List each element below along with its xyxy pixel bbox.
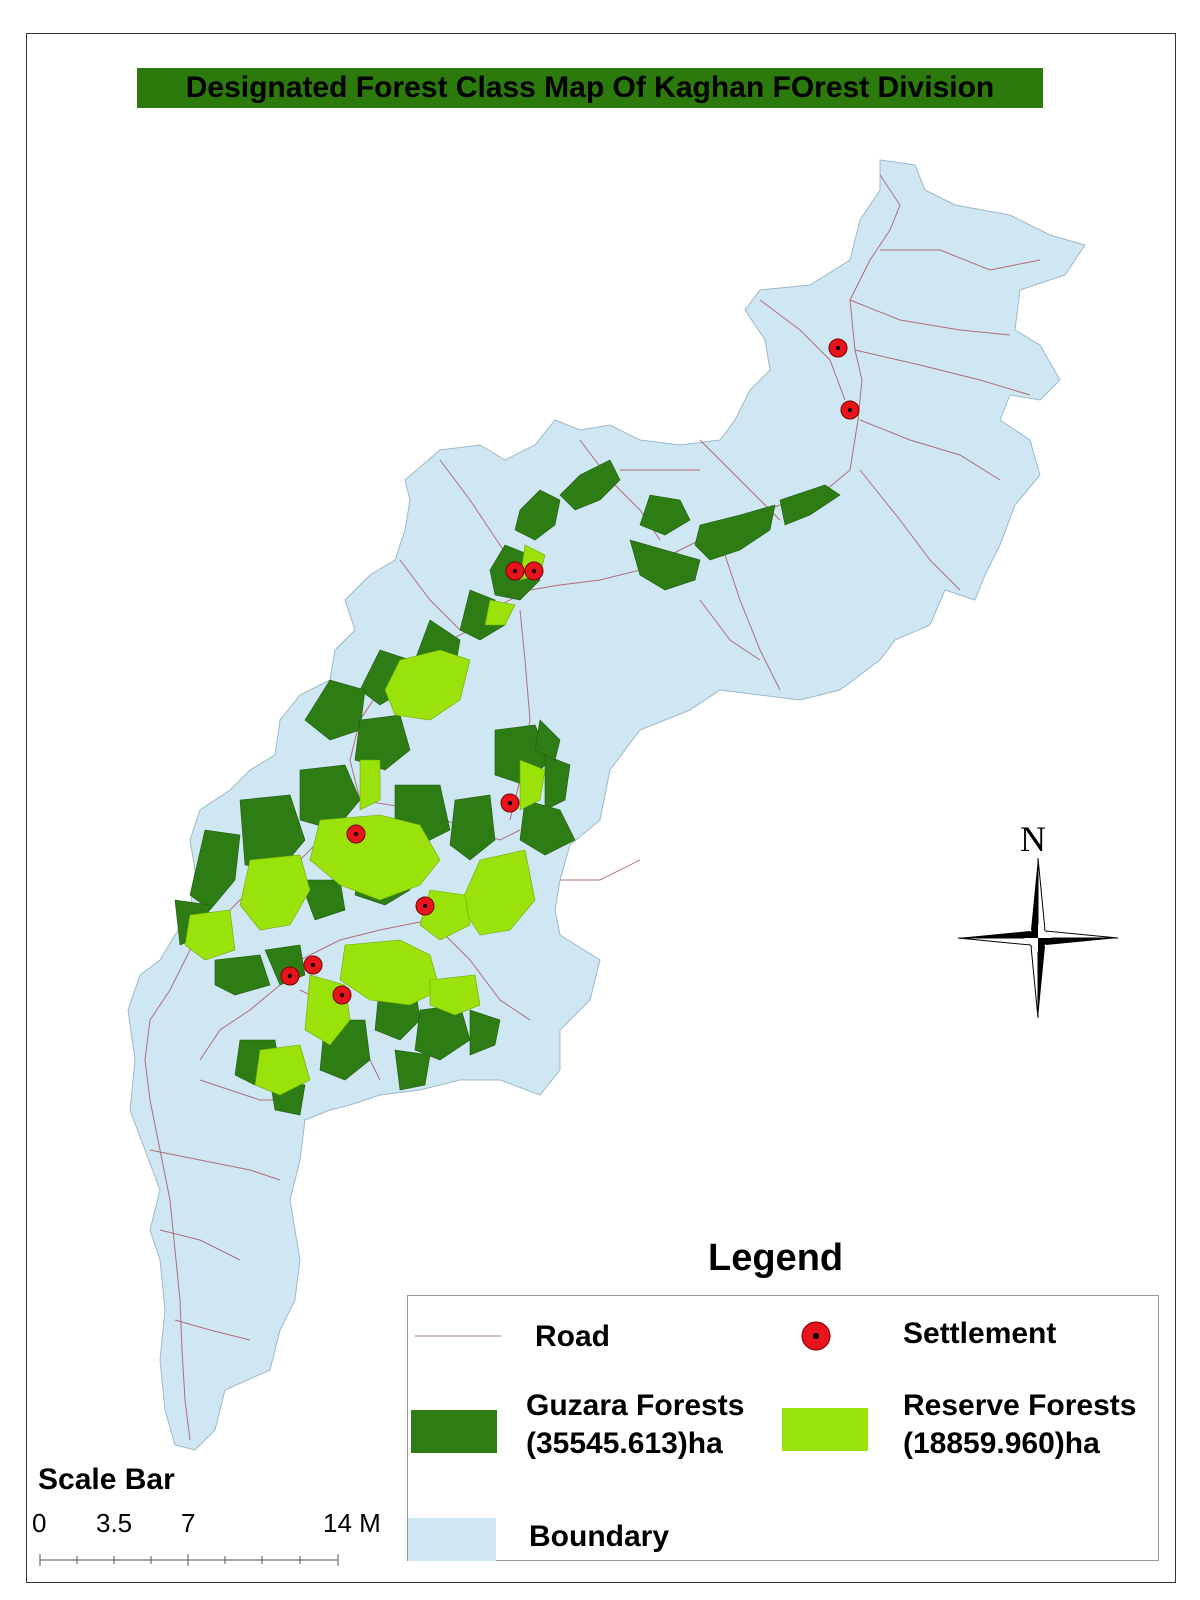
legend-guzara-area: (35545.613)ha [526, 1427, 723, 1460]
legend-reserve-label: Reserve Forests (18859.960)ha [903, 1387, 1136, 1463]
guzara-swatch [411, 1410, 497, 1453]
legend-reserve-area: (18859.960)ha [903, 1427, 1100, 1460]
scale-label-14: 14 M [323, 1508, 381, 1538]
legend-road-label: Road [535, 1320, 610, 1353]
reserve-swatch [782, 1408, 868, 1451]
settlement-marker [524, 561, 544, 581]
legend-reserve-name: Reserve Forests [903, 1389, 1137, 1422]
settlement-marker [500, 793, 520, 813]
road-swatch [415, 1335, 501, 1337]
boundary-region [127, 159, 1086, 1451]
settlement-marker [280, 966, 300, 986]
legend-guzara-name: Guzara Forests [526, 1389, 745, 1422]
settlement-marker [505, 561, 525, 581]
boundary-swatch [408, 1518, 496, 1561]
scale-bar-title: Scale Bar [38, 1463, 175, 1496]
north-label: N [1020, 819, 1046, 859]
scale-label-3-5: 3.5 [96, 1508, 133, 1538]
legend-settlement-label: Settlement [903, 1317, 1057, 1350]
map-frame [26, 33, 1176, 1583]
map-title: Designated Forest Class Map Of Kaghan FO… [137, 68, 1043, 108]
reserve-forests [184, 544, 546, 1096]
scale-bar [39, 1554, 339, 1566]
settlements [280, 338, 860, 1005]
settlement-marker [840, 400, 860, 420]
legend-title: Legend [708, 1237, 844, 1279]
guzara-forests [174, 459, 841, 1116]
settlement-marker [346, 824, 366, 844]
settlement-marker [332, 985, 352, 1005]
settlement-marker [828, 338, 848, 358]
legend-box: Road Settlement Guzara Forests (35545.61… [407, 1295, 1159, 1561]
legend-boundary-label: Boundary [529, 1520, 670, 1553]
settlement-marker [303, 955, 323, 975]
settlement-swatch-icon [801, 1321, 831, 1351]
scale-label-7: 7 [181, 1508, 196, 1538]
scale-label-0: 0 [32, 1508, 47, 1538]
north-arrow-icon [957, 857, 1119, 1019]
legend-guzara-label: Guzara Forests (35545.613)ha [526, 1387, 744, 1463]
settlement-marker [415, 896, 435, 916]
